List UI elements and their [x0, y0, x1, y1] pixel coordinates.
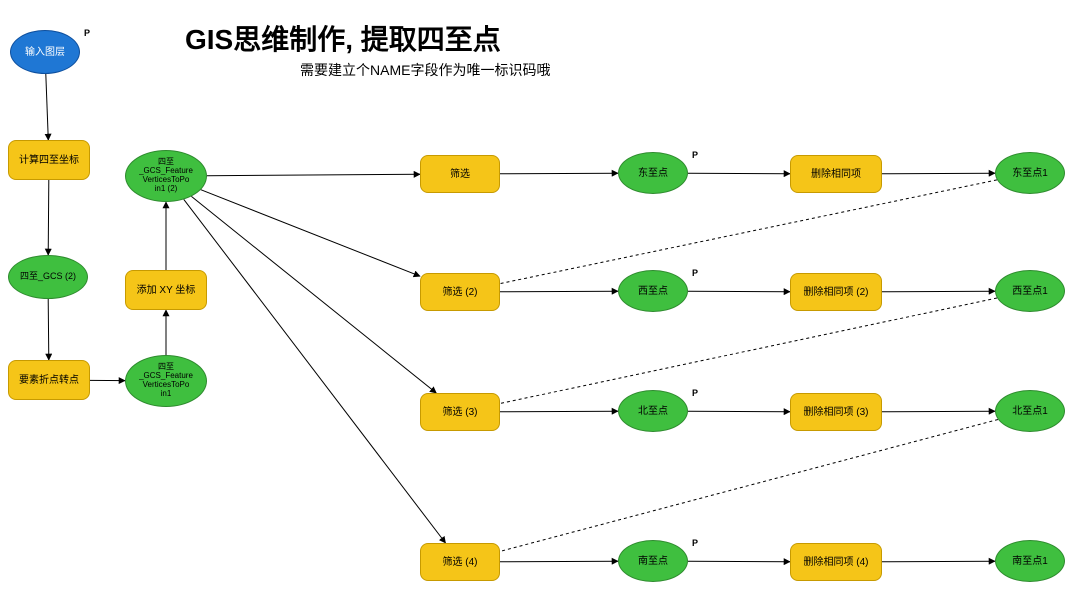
- p-label-north_pt: P: [692, 388, 698, 398]
- edge-filter1-east_pt: [500, 173, 618, 174]
- node-south_pt1: 南至点1: [995, 540, 1065, 582]
- edge-east_pt-del_same1: [688, 173, 790, 174]
- node-filter1: 筛选: [420, 155, 500, 193]
- diagram-subtitle: 需要建立个NAME字段作为唯一标识码哦: [300, 60, 550, 80]
- p-label-input_layer: P: [84, 28, 90, 38]
- edge-del_same1-east_pt1: [882, 173, 995, 174]
- edge-feat_v2p_2-filter4: [184, 199, 446, 543]
- edge-west_pt-del_same2: [688, 291, 790, 292]
- edge-del_same2-west_pt1: [882, 291, 995, 292]
- node-east_pt1: 东至点1: [995, 152, 1065, 194]
- edge-east_pt1-filter2: [500, 180, 997, 284]
- node-west_pt1: 西至点1: [995, 270, 1065, 312]
- edge-north_pt1-filter4: [500, 420, 998, 552]
- edge-south_pt-del_same4: [688, 561, 790, 562]
- edge-feat_v2p_2-filter2: [201, 190, 420, 277]
- node-del_same1: 删除相同项: [790, 155, 882, 193]
- edge-filter3-north_pt: [500, 411, 618, 412]
- node-del_same4: 删除相同项 (4): [790, 543, 882, 581]
- edge-west_pt1-filter3: [500, 298, 997, 404]
- edge-extent_gcs2-vertices_pts: [48, 299, 49, 360]
- node-filter4: 筛选 (4): [420, 543, 500, 581]
- p-label-west_pt: P: [692, 268, 698, 278]
- p-label-south_pt: P: [692, 538, 698, 548]
- node-south_pt: 南至点: [618, 540, 688, 582]
- edge-filter4-south_pt: [500, 561, 618, 562]
- p-label-east_pt: P: [692, 150, 698, 160]
- node-add_xy: 添加 XY 坐标: [125, 270, 207, 310]
- node-calc_extent: 计算四至坐标: [8, 140, 90, 180]
- node-input_layer: 输入图层: [10, 30, 80, 74]
- node-vertices_pts: 要素折点转点: [8, 360, 90, 400]
- edge-input_layer-calc_extent: [46, 74, 49, 140]
- node-feat_v2p_2: 四至 _GCS_Feature VerticesToPo in1 (2): [125, 150, 207, 202]
- edge-feat_v2p_2-filter1: [207, 174, 420, 175]
- node-west_pt: 西至点: [618, 270, 688, 312]
- node-north_pt1: 北至点1: [995, 390, 1065, 432]
- edge-calc_extent-extent_gcs2: [48, 180, 49, 255]
- node-east_pt: 东至点: [618, 152, 688, 194]
- node-del_same2: 删除相同项 (2): [790, 273, 882, 311]
- node-extent_gcs2: 四至_GCS (2): [8, 255, 88, 299]
- diagram-title: GIS思维制作, 提取四至点: [185, 18, 501, 58]
- edge-filter2-west_pt: [500, 291, 618, 292]
- node-filter3: 筛选 (3): [420, 393, 500, 431]
- edge-feat_v2p_2-filter3: [191, 196, 436, 393]
- edge-north_pt-del_same3: [688, 411, 790, 412]
- diagram-canvas: GIS思维制作, 提取四至点 需要建立个NAME字段作为唯一标识码哦 输入图层 P…: [0, 0, 1080, 613]
- node-feat_v2p: 四至 _GCS_Feature VerticesToPo in1: [125, 355, 207, 407]
- edge-del_same3-north_pt1: [882, 411, 995, 412]
- node-del_same3: 删除相同项 (3): [790, 393, 882, 431]
- node-north_pt: 北至点: [618, 390, 688, 432]
- edge-del_same4-south_pt1: [882, 561, 995, 562]
- node-filter2: 筛选 (2): [420, 273, 500, 311]
